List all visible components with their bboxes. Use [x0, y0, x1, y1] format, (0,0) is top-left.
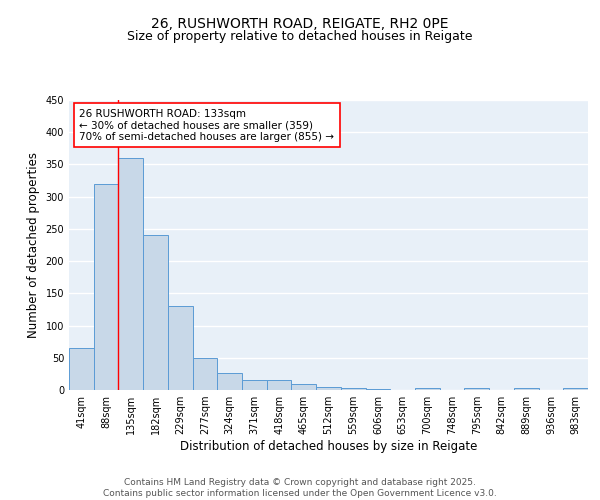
Bar: [292, 384, 316, 390]
Bar: [316, 387, 341, 390]
Bar: [168, 306, 193, 390]
X-axis label: Distribution of detached houses by size in Reigate: Distribution of detached houses by size …: [180, 440, 477, 453]
Bar: [365, 388, 390, 390]
Bar: [415, 388, 440, 390]
Bar: [563, 388, 588, 390]
Bar: [464, 388, 489, 390]
Bar: [118, 158, 143, 390]
Text: 26 RUSHWORTH ROAD: 133sqm
← 30% of detached houses are smaller (359)
70% of semi: 26 RUSHWORTH ROAD: 133sqm ← 30% of detac…: [79, 108, 334, 142]
Text: Size of property relative to detached houses in Reigate: Size of property relative to detached ho…: [127, 30, 473, 43]
Text: Contains HM Land Registry data © Crown copyright and database right 2025.
Contai: Contains HM Land Registry data © Crown c…: [103, 478, 497, 498]
Bar: [143, 236, 168, 390]
Bar: [267, 380, 292, 390]
Bar: [514, 388, 539, 390]
Bar: [69, 348, 94, 390]
Bar: [193, 358, 217, 390]
Bar: [242, 380, 267, 390]
Y-axis label: Number of detached properties: Number of detached properties: [27, 152, 40, 338]
Text: 26, RUSHWORTH ROAD, REIGATE, RH2 0PE: 26, RUSHWORTH ROAD, REIGATE, RH2 0PE: [151, 18, 449, 32]
Bar: [341, 388, 365, 390]
Bar: [217, 373, 242, 390]
Bar: [94, 184, 118, 390]
